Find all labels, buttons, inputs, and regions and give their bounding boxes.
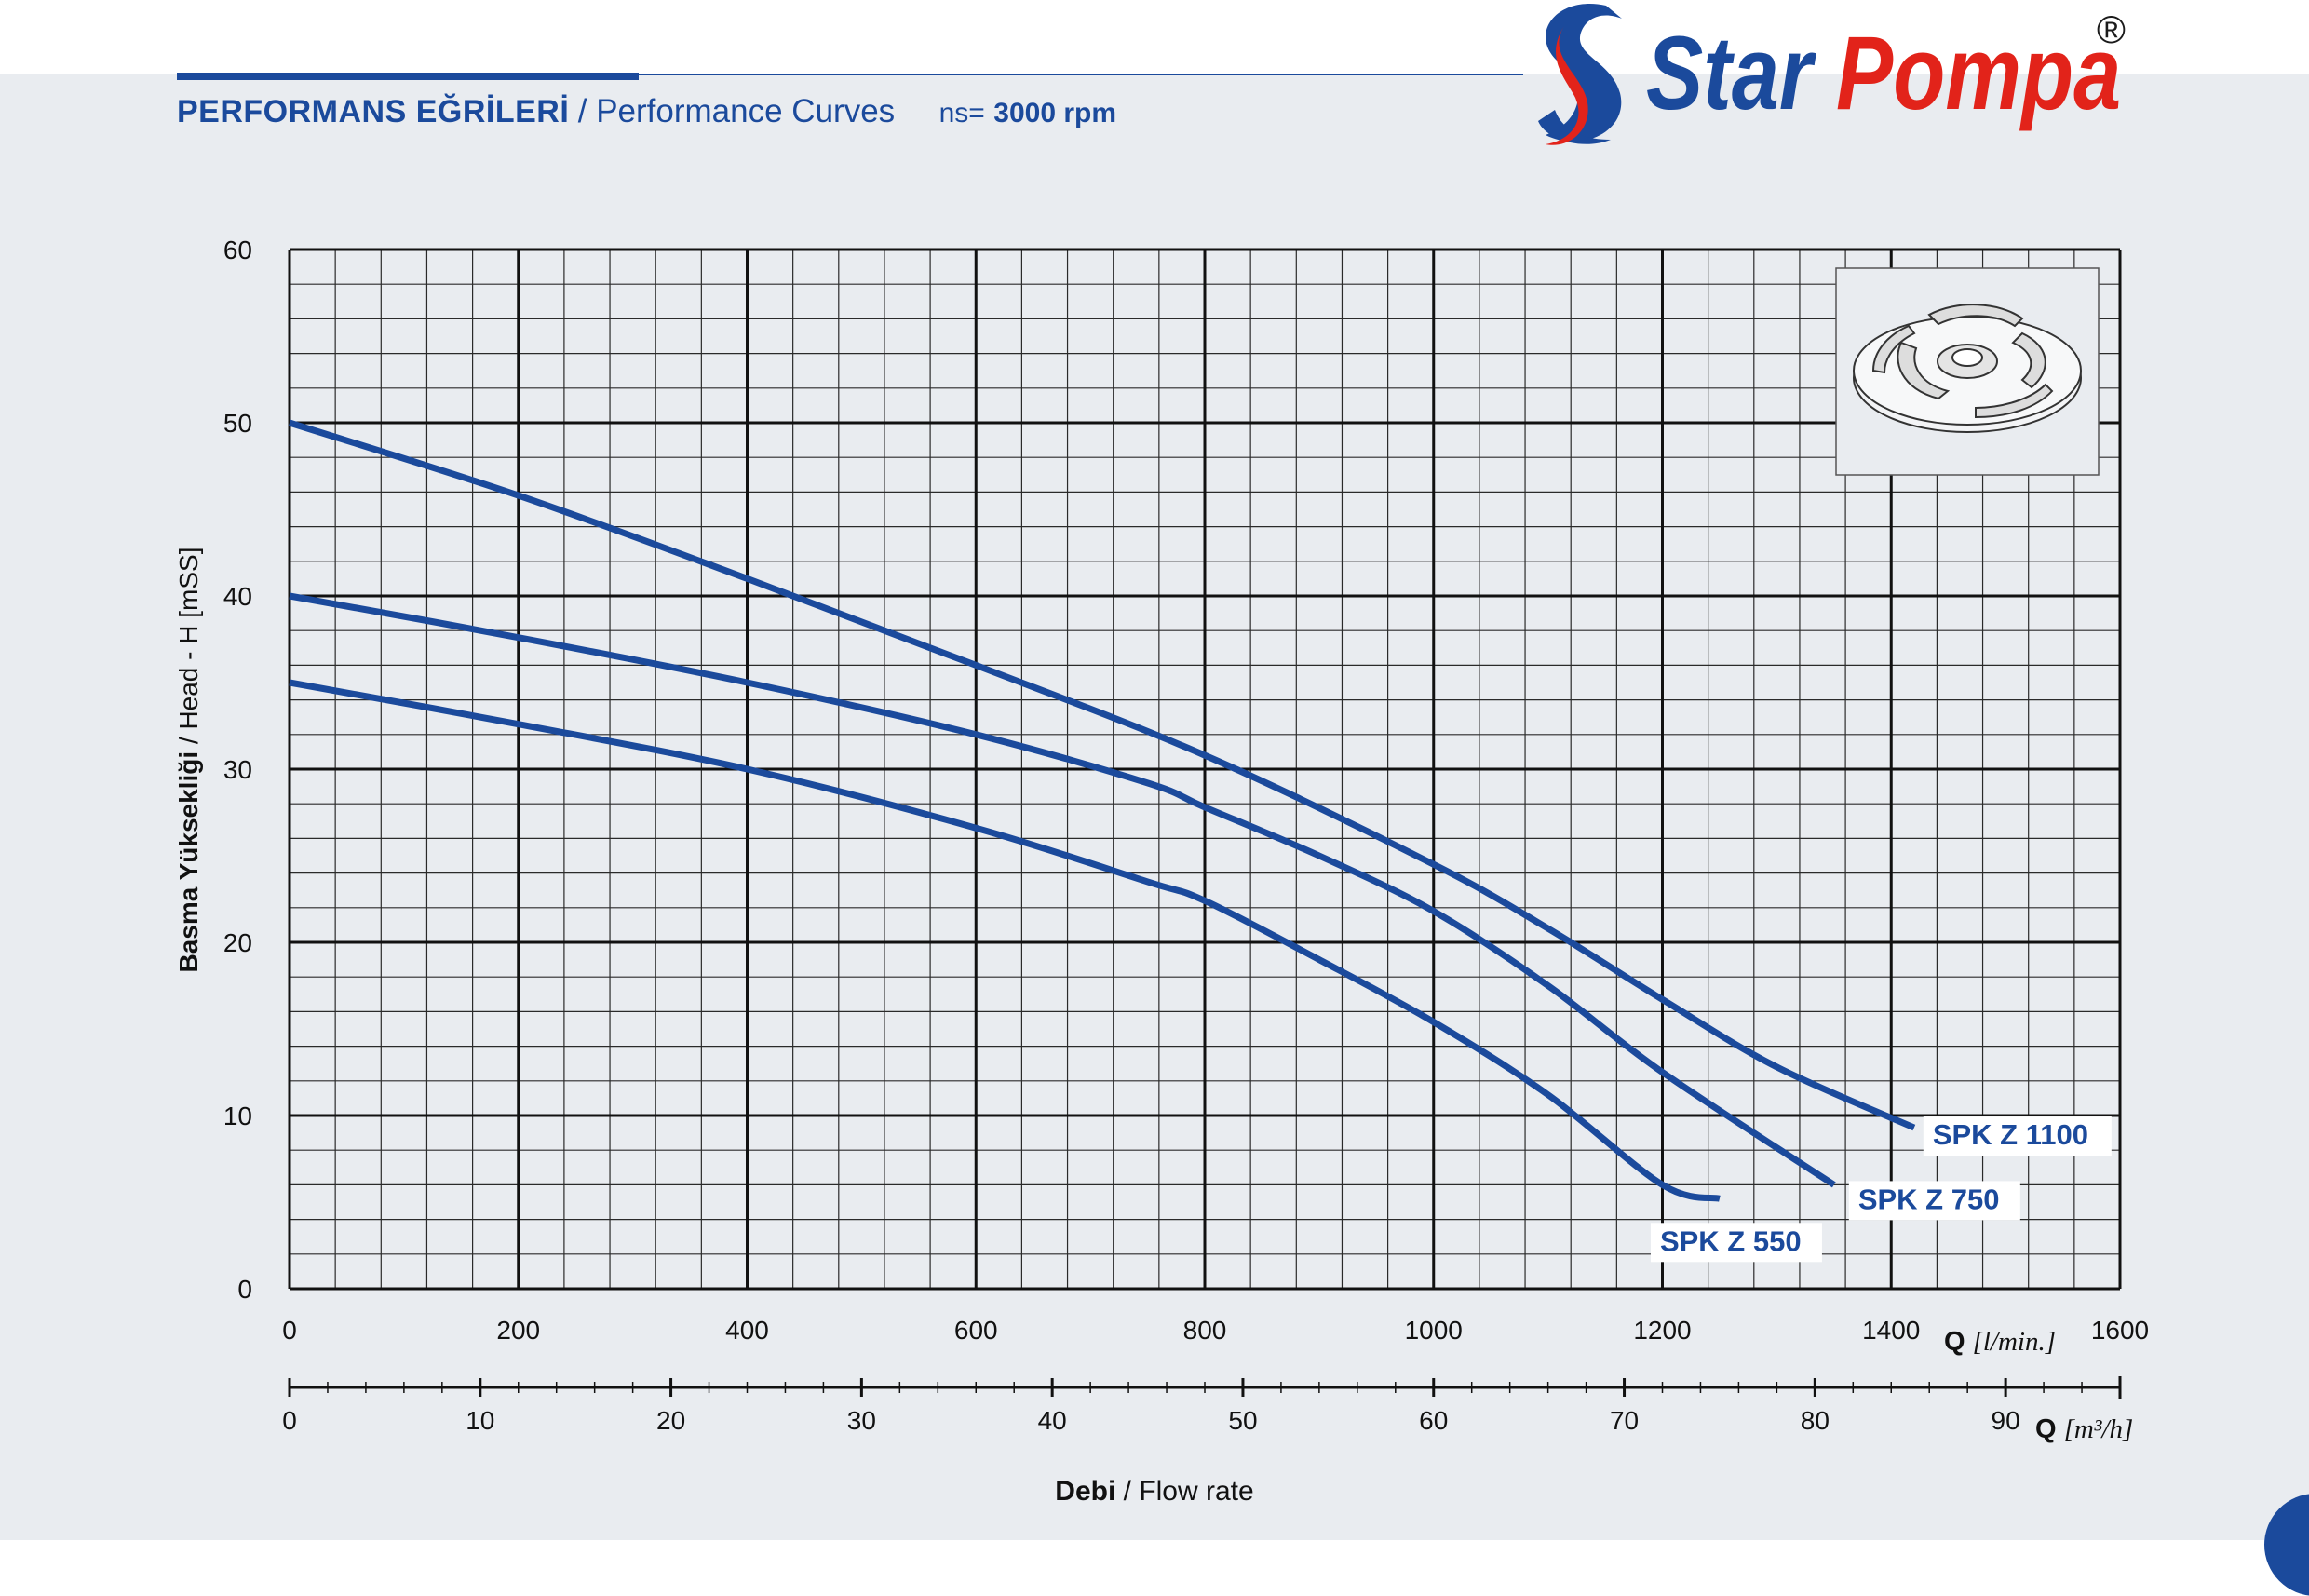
x-tick-label: 1000 <box>1405 1316 1463 1345</box>
x2-tick-label: 40 <box>1038 1406 1067 1435</box>
brand-name-pompa: Pompa <box>1836 15 2122 131</box>
x-axis-label-rest: / Flow rate <box>1115 1476 1253 1507</box>
x2-tick-label: 90 <box>1992 1406 2020 1435</box>
y-tick-label: 40 <box>223 582 252 611</box>
x-unit-label: Q [l/min.] <box>1944 1327 2056 1357</box>
title-english: / Performance Curves <box>577 93 896 129</box>
speed-value: 3000 rpm <box>993 98 1117 128</box>
grid-major <box>288 248 2122 1291</box>
curve-spk-z-550 <box>289 679 1721 1202</box>
x2-tick-label: 10 <box>466 1406 494 1435</box>
y-tick-label: 20 <box>223 928 252 957</box>
series-label: SPK Z 550 <box>1660 1224 1802 1257</box>
y-tick-label: 50 <box>223 409 252 438</box>
x-tick-label: 0 <box>282 1316 297 1345</box>
x2-tick-label: 20 <box>656 1406 685 1435</box>
x-tick-label: 1400 <box>1862 1316 1920 1345</box>
header-rule <box>177 74 1523 75</box>
curves: SPK Z 1100 SPK Z 750 SPK Z 550 <box>288 419 2112 1263</box>
x2-tick-label: 30 <box>847 1406 876 1435</box>
x-axis-label: Debi / Flow rate <box>1055 1476 1253 1507</box>
x2-tick-label: 70 <box>1610 1406 1639 1435</box>
title-turkish: PERFORMANS EĞRİLERİ <box>177 94 570 129</box>
y-tick-label: 0 <box>237 1275 252 1304</box>
x2-unit: [m³/h] <box>2064 1414 2134 1444</box>
x-tick-label: 1600 <box>2091 1316 2149 1345</box>
y-tick-labels: 0 10 20 30 40 50 60 <box>223 236 252 1304</box>
x-tick-labels: 0 200 400 600 800 1000 1200 1400 1600 <box>282 1316 2149 1345</box>
x-unit: [l/min.] <box>1973 1327 2056 1357</box>
curve-spk-z-1100 <box>288 419 1916 1131</box>
x-tick-label: 400 <box>725 1316 769 1345</box>
series-label-background <box>1923 1116 2112 1156</box>
x-tick-label: 600 <box>954 1316 998 1345</box>
star-pompa-logo-icon <box>1538 4 1622 145</box>
series-label-background <box>1848 1181 2020 1221</box>
impeller-icon <box>1835 267 2100 476</box>
registered-mark: ® <box>2097 7 2126 51</box>
x-unit-symbol: Q <box>1944 1327 1965 1357</box>
y-axis-label-bold: Basma Yüksekliği <box>174 751 203 973</box>
x-axis-label-bold: Debi <box>1055 1476 1115 1507</box>
page-header: PERFORMANS EĞRİLERİ / Performance Curves… <box>177 93 1116 130</box>
curve-spk-z-750 <box>289 592 1836 1188</box>
x-tick-label: 1200 <box>1633 1316 1691 1345</box>
y-tick-label: 10 <box>223 1102 252 1130</box>
y-axis-label: Basma Yüksekliği / Head - H [mSS] <box>174 547 203 972</box>
secondary-x-axis: 0 10 20 30 40 50 60 70 80 90 <box>282 1376 2122 1435</box>
x2-tick-label: 0 <box>282 1406 297 1435</box>
brand-logo: Star Pompa ® <box>1518 0 2151 154</box>
x2-tick-label: 60 <box>1419 1406 1448 1435</box>
x-tick-label: 800 <box>1183 1316 1227 1345</box>
speed-label: ns= <box>938 98 985 128</box>
brand-name-star: Star <box>1646 15 1813 131</box>
series-label-background <box>1650 1223 1822 1263</box>
x2-tick-label: 80 <box>1801 1406 1830 1435</box>
series-label: SPK Z 1100 <box>1933 1118 2088 1151</box>
x2-unit-symbol: Q <box>2035 1414 2057 1444</box>
x2-unit-label: Q [m³/h] <box>2035 1414 2133 1444</box>
series-label: SPK Z 750 <box>1858 1183 2000 1215</box>
x-tick-label: 200 <box>496 1316 540 1345</box>
header-accent-bar <box>177 73 639 80</box>
performance-chart: SPK Z 1100 SPK Z 750 SPK Z 550 0 10 20 30 40 50… <box>174 236 2149 1507</box>
x2-tick-label: 50 <box>1228 1406 1257 1435</box>
y-tick-label: 30 <box>223 755 252 784</box>
y-axis-label-rest: / Head - H [mSS] <box>174 547 203 751</box>
y-tick-label: 60 <box>223 236 252 264</box>
